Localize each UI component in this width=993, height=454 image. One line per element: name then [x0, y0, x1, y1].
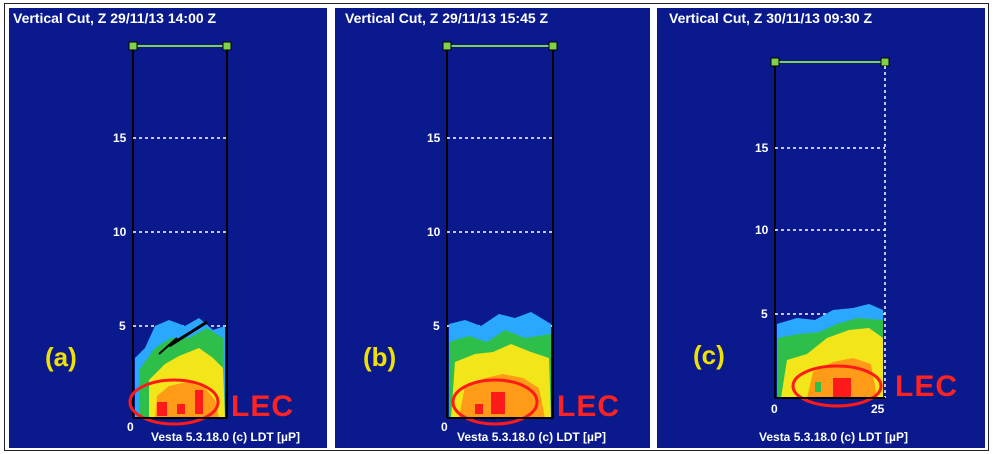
ytick-5: 5: [119, 319, 126, 333]
panel-footer: Vesta 5.3.18.0 (c) LDT [µP]: [151, 430, 300, 444]
figure-frame: Vertical Cut, Z 29/11/13 14:00 Z: [4, 3, 989, 451]
panel-a: Vertical Cut, Z 29/11/13 14:00 Z: [9, 8, 327, 448]
handle-right[interactable]: [880, 57, 890, 67]
vertical-cut-plot-c: [770, 57, 890, 408]
ytick-10: 10: [755, 223, 769, 237]
panel-footer: Vesta 5.3.18.0 (c) LDT [µP]: [759, 430, 908, 444]
xtick-0: 0: [127, 420, 134, 434]
xtick-25: 25: [871, 402, 885, 416]
ytick-5: 5: [761, 307, 768, 321]
panel-title: Vertical Cut, Z 29/11/13 14:00 Z: [13, 10, 217, 26]
xtick-0: 0: [441, 420, 448, 434]
lec-ellipse: [451, 378, 539, 426]
handle-right[interactable]: [548, 41, 558, 51]
ytick-15: 15: [755, 141, 769, 155]
panel-c: Vertical Cut, Z 30/11/13 09:30 Z 15 10: [657, 8, 985, 448]
ytick-15: 15: [113, 131, 127, 145]
ytick-5: 5: [433, 319, 440, 333]
panel-footer: Vesta 5.3.18.0 (c) LDT [µP]: [457, 430, 606, 444]
reflectivity-field: [777, 304, 883, 398]
handle-right[interactable]: [222, 41, 232, 51]
ytick-10: 10: [113, 225, 127, 239]
lec-ellipse: [128, 378, 220, 426]
panel-label-a: (a): [45, 342, 77, 372]
vertical-cut-plot-a: [128, 41, 232, 426]
panel-title: Vertical Cut, Z 29/11/13 15:45 Z: [345, 10, 549, 26]
ytick-15: 15: [427, 131, 441, 145]
lec-label: LEC: [557, 390, 620, 423]
handle-left[interactable]: [442, 41, 452, 51]
panel-label-c: (c): [693, 340, 725, 370]
handle-left[interactable]: [770, 57, 780, 67]
handle-left[interactable]: [128, 41, 138, 51]
panel-b: Vertical Cut, Z 29/11/13 15:45 Z 15 10: [335, 8, 650, 448]
reflectivity-field: [135, 318, 225, 418]
xtick-0: 0: [771, 402, 778, 416]
panel-label-b: (b): [363, 342, 397, 372]
panel-title: Vertical Cut, Z 30/11/13 09:30 Z: [669, 10, 873, 26]
vertical-cut-plot-b: [442, 41, 558, 426]
lec-label: LEC: [895, 370, 958, 403]
lec-label: LEC: [231, 390, 294, 423]
ytick-10: 10: [427, 225, 441, 239]
lec-ellipse: [791, 364, 883, 408]
